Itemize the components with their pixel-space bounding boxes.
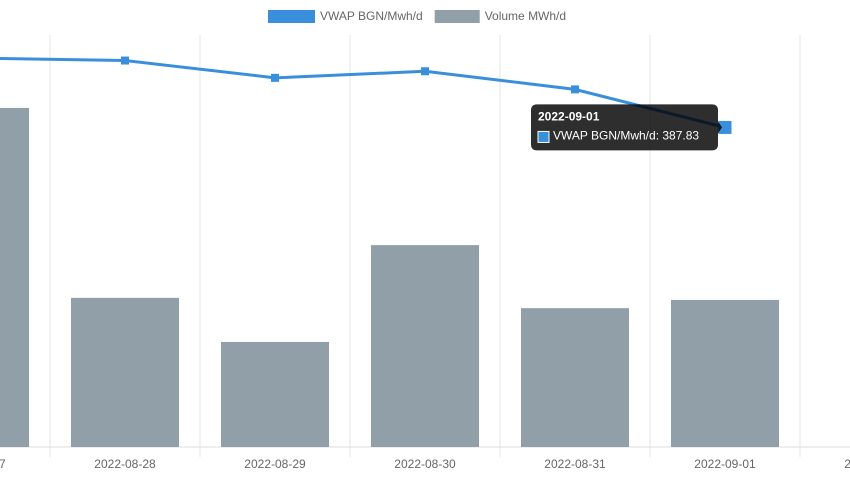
point bbox=[271, 73, 279, 82]
x-tick-label: 2022-08-30 bbox=[394, 457, 456, 471]
x-tick-label: 2022-08-27 bbox=[0, 457, 6, 471]
point bbox=[718, 120, 732, 134]
x-tick-label: 2022-08-31 bbox=[544, 457, 606, 471]
legend-label: Volume MWh/d bbox=[485, 9, 566, 23]
bars bbox=[0, 107, 779, 447]
bar bbox=[371, 245, 479, 447]
legend-swatch bbox=[434, 10, 480, 23]
tooltip-text: VWAP BGN/Mwh/d: 387.83 bbox=[553, 129, 699, 143]
tooltip-box bbox=[531, 104, 722, 151]
point bbox=[421, 67, 429, 76]
tooltip-title: 2022-09-01 bbox=[538, 110, 600, 124]
bar bbox=[671, 299, 779, 447]
point bbox=[571, 85, 579, 94]
line bbox=[0, 56, 726, 129]
legend-label: VWAP BGN/Mwh/d bbox=[320, 9, 423, 23]
x-tick-label: 2022-09-01 bbox=[694, 457, 756, 471]
bar bbox=[71, 297, 179, 447]
x-tick-label: 2022-08-28 bbox=[94, 457, 156, 471]
bar bbox=[521, 308, 629, 447]
legend-swatch bbox=[268, 10, 315, 23]
lines bbox=[0, 56, 732, 134]
bar bbox=[221, 341, 329, 447]
x-tick-label: 2022-09-02 bbox=[844, 457, 850, 471]
tooltip: 2022-09-01 VWAP BGN/Mwh/d: 387.83 bbox=[531, 104, 722, 151]
point bbox=[121, 56, 129, 65]
tooltip-swatch bbox=[537, 130, 550, 143]
legend: VWAP BGN/Mwh/d Volume MWh/d bbox=[268, 9, 566, 23]
bar bbox=[0, 107, 29, 447]
grid: 2022-08-27 2022-08-28 2022-08-29 2022-08-30… bbox=[0, 35, 850, 471]
x-tick-label: 2022-08-29 bbox=[244, 457, 306, 471]
